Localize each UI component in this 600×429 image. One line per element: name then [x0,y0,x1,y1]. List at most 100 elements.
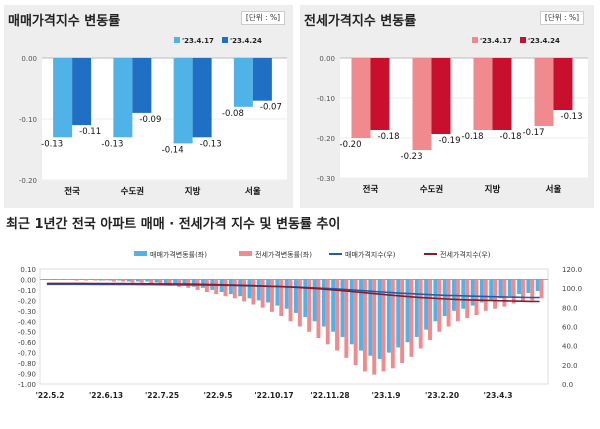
trend-jeonse-index-line [46,282,540,303]
trend-sale-rate-bar [377,279,382,359]
trend-sale-rate-bar [89,279,94,280]
jeonse-legend-swatch [520,37,526,43]
jeonse-bar [473,58,493,130]
sale-data-label: -0.13 [41,139,63,149]
trend-jeonse-rate-bar [297,279,302,327]
sale-legend-swatch [222,37,228,43]
jeonse-data-label: -0.20 [340,140,362,150]
trend-xtick-label: '23.1.9 [372,391,401,400]
trend-jeonse-rate-bar [418,279,423,349]
jeonse-data-label: -0.18 [500,132,522,142]
sale-rate-title: 매매가격지수 변동률 [8,14,121,29]
trend-sale-rate-bar [359,279,363,351]
trend-sale-rate-bar [498,279,503,299]
trend-jeonse-rate-bar [56,279,61,280]
trend-left-tick-label: -0.50 [18,329,36,337]
trend-jeonse-rate-bar [74,279,79,281]
sale-bar [252,58,272,101]
trend-sale-rate-bar [442,279,447,317]
trend-xtick-label: '23.4.3 [484,391,513,400]
trend-sale-rate-bar [61,279,66,280]
trend-legend-label: 매매가격지수(우) [345,250,396,259]
jeonse-bar [370,58,390,130]
trend-sale-rate-bar [275,279,280,306]
trend-left-tick-label: -0.10 [18,287,36,295]
sale-data-label: -0.14 [162,145,184,155]
sale-category-label: 수도권 [121,186,145,197]
trend-jeonse-rate-bar [111,279,116,282]
trend-jeonse-rate-bar [530,279,535,301]
trend-sale-rate-bar [470,279,475,306]
trend-left-tick-label: -0.30 [18,308,36,316]
trend-xtick-label: '23.2.20 [425,391,459,400]
trend-xtick-label: '22.6.13 [89,391,123,400]
trend-jeonse-rate-bar [167,279,172,286]
trend-legend-label: 전세가격변동률(좌) [255,250,312,259]
jeonse-category-label: 지방 [485,184,501,195]
trend-sale-rate-bar [424,279,429,330]
trend-sale-rate-bar [294,279,298,313]
trend-legend-swatch [134,251,147,256]
trend-sale-rate-bar [461,279,466,309]
trend-sale-rate-bar [396,279,401,348]
sale-bar [192,58,212,138]
trend-sale-rate-bar [507,279,512,297]
trend-sale-rate-bar [331,279,336,332]
trend-legend-swatch [239,251,252,256]
sale-bar [173,58,193,144]
jeonse-ytick-label: 0.00 [319,55,335,63]
jeonse-category-label: 서울 [546,184,562,195]
trend-jeonse-rate-bar [279,279,284,317]
trend-jeonse-rate-bar [483,279,488,311]
jeonse-bar [351,58,371,138]
trend-xtick-label: '22.9.5 [204,391,233,400]
jeonse-bar [553,58,573,110]
trend-sale-rate-bar [284,279,289,309]
trend-sale-rate-bar [414,279,419,337]
sale-legend-label: '23.4.24 [230,37,262,45]
trend-sale-rate-bar [340,279,345,337]
jeonse-legend-swatch [472,37,478,43]
jeonse-category-label: 전국 [363,184,379,195]
trend-sale-rate-bar [43,279,47,280]
sale-data-label: -0.07 [260,103,282,113]
trend-jeonse-rate-bar [232,279,237,299]
trend-jeonse-rate-bar [139,279,144,283]
trend-jeonse-rate-bar [372,279,377,375]
trend-sale-rate-bar [108,279,112,281]
trend-sale-rate-bar [135,279,140,282]
trend-jeonse-rate-bar [130,279,135,283]
sale-data-label: -0.13 [101,139,123,149]
trend-sale-rate-bar [386,279,391,353]
trend-jeonse-rate-bar [158,279,163,285]
trend-sale-rate-bar [117,279,122,281]
trend-jeonse-rate-bar [409,279,414,357]
trend-jeonse-rate-bar [353,279,358,366]
sale-bar [72,58,92,126]
sale-bar [132,58,152,113]
trend-jeonse-rate-bar [242,279,247,302]
trend-sale-rate-bar [312,279,317,322]
sale-rate-unit: [단위 : %] [240,11,285,25]
trend-xtick-label: '22.11.28 [310,391,349,400]
jeonse-rate-title: 전세가격지수 변동률 [304,14,417,29]
trend-jeonse-rate-bar [316,279,321,338]
trend-sale-rate-bar [535,279,540,291]
trend-right-tick-label: 80.0 [562,304,578,312]
jeonse-legend-label: '23.4.24 [528,37,560,45]
trend-jeonse-rate-bar [344,279,349,358]
sale-rate-chart: 0.00-0.10-0.20'23.4.17'23.4.24-0.13-0.11… [19,37,287,197]
trend-sale-rate-bar [405,279,410,343]
jeonse-bar [492,58,512,130]
trend-sale-rate-bar [228,279,233,295]
sale-legend-swatch [174,37,180,43]
trend-legend-label: 매매가격변동률(좌) [150,250,207,259]
trend-sale-rate-bar [489,279,494,301]
trend-jeonse-rate-bar [93,279,98,281]
jeonse-bar [534,58,554,126]
jeonse-data-label: -0.18 [378,132,400,142]
trend-jeonse-rate-bar [455,279,460,322]
trend-jeonse-rate-bar [260,279,265,308]
sale-bar [233,58,253,107]
trend-left-tick-label: -0.80 [18,360,36,368]
